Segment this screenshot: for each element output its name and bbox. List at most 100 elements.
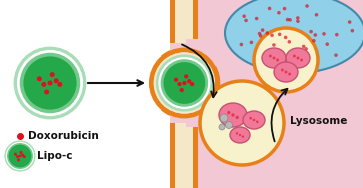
Circle shape xyxy=(236,132,238,135)
Circle shape xyxy=(178,82,182,86)
Text: Doxorubicin: Doxorubicin xyxy=(28,131,99,141)
Text: Lipo-c: Lipo-c xyxy=(37,151,73,161)
Circle shape xyxy=(269,55,272,58)
Circle shape xyxy=(20,53,80,113)
Bar xyxy=(0,0,184,188)
Circle shape xyxy=(297,57,299,59)
Circle shape xyxy=(273,57,276,59)
Circle shape xyxy=(315,13,318,17)
Circle shape xyxy=(156,54,213,112)
Circle shape xyxy=(314,33,317,37)
Text: Lysosome: Lysosome xyxy=(290,116,347,126)
Circle shape xyxy=(268,7,272,10)
Circle shape xyxy=(190,82,194,86)
Circle shape xyxy=(278,33,281,36)
Ellipse shape xyxy=(230,127,250,143)
Circle shape xyxy=(285,70,287,74)
Circle shape xyxy=(254,28,318,92)
Circle shape xyxy=(6,142,34,170)
Text: Nucleus: Nucleus xyxy=(270,15,320,25)
Circle shape xyxy=(288,73,291,75)
Circle shape xyxy=(174,78,178,82)
Ellipse shape xyxy=(219,103,247,127)
Circle shape xyxy=(37,76,42,81)
Circle shape xyxy=(300,58,303,61)
Ellipse shape xyxy=(243,111,265,129)
Circle shape xyxy=(161,59,208,107)
Circle shape xyxy=(284,36,287,39)
Circle shape xyxy=(180,88,184,92)
Circle shape xyxy=(272,43,276,47)
Circle shape xyxy=(287,40,291,44)
Circle shape xyxy=(305,4,309,8)
Circle shape xyxy=(261,28,264,32)
Circle shape xyxy=(259,34,262,38)
Circle shape xyxy=(304,47,308,51)
Circle shape xyxy=(249,117,252,120)
Circle shape xyxy=(240,43,243,46)
Circle shape xyxy=(302,45,306,48)
Circle shape xyxy=(335,33,339,36)
Circle shape xyxy=(50,72,55,77)
Circle shape xyxy=(351,29,354,33)
Circle shape xyxy=(283,61,286,65)
Circle shape xyxy=(312,39,316,42)
Circle shape xyxy=(7,143,33,169)
Circle shape xyxy=(219,124,225,130)
Bar xyxy=(175,0,193,188)
Circle shape xyxy=(23,155,26,158)
Bar xyxy=(184,0,363,188)
Circle shape xyxy=(348,20,351,24)
Circle shape xyxy=(293,57,297,61)
Circle shape xyxy=(322,32,326,36)
Circle shape xyxy=(236,116,239,119)
Ellipse shape xyxy=(286,48,310,68)
Circle shape xyxy=(231,113,235,117)
Circle shape xyxy=(244,19,248,22)
Circle shape xyxy=(158,57,211,109)
Circle shape xyxy=(250,41,253,44)
Circle shape xyxy=(279,57,282,61)
Circle shape xyxy=(239,134,241,136)
Circle shape xyxy=(288,18,292,22)
Circle shape xyxy=(281,69,284,71)
Circle shape xyxy=(242,14,246,18)
Circle shape xyxy=(4,140,36,172)
Circle shape xyxy=(253,119,255,121)
Circle shape xyxy=(9,145,32,167)
Ellipse shape xyxy=(274,62,298,82)
Circle shape xyxy=(13,47,86,119)
Circle shape xyxy=(17,50,83,116)
Bar xyxy=(170,0,199,188)
Circle shape xyxy=(334,53,338,57)
Bar xyxy=(187,39,216,127)
Circle shape xyxy=(293,55,296,58)
Circle shape xyxy=(187,79,191,83)
Circle shape xyxy=(20,151,23,154)
Circle shape xyxy=(270,33,274,37)
Circle shape xyxy=(163,62,205,104)
Circle shape xyxy=(48,80,53,86)
Circle shape xyxy=(255,17,258,20)
Circle shape xyxy=(220,114,228,122)
Circle shape xyxy=(44,89,49,94)
Circle shape xyxy=(227,111,231,114)
Circle shape xyxy=(21,154,24,157)
Circle shape xyxy=(277,11,281,14)
Circle shape xyxy=(19,155,21,158)
Circle shape xyxy=(14,153,17,156)
Circle shape xyxy=(296,19,300,23)
Circle shape xyxy=(258,32,261,35)
Circle shape xyxy=(182,81,187,85)
Circle shape xyxy=(309,30,313,33)
Circle shape xyxy=(256,121,258,123)
Circle shape xyxy=(17,158,20,161)
Polygon shape xyxy=(170,53,214,113)
Circle shape xyxy=(184,74,188,79)
Ellipse shape xyxy=(225,0,363,73)
Circle shape xyxy=(54,78,59,83)
Circle shape xyxy=(326,42,329,46)
Circle shape xyxy=(242,135,244,138)
Circle shape xyxy=(286,18,289,21)
Circle shape xyxy=(265,31,269,35)
